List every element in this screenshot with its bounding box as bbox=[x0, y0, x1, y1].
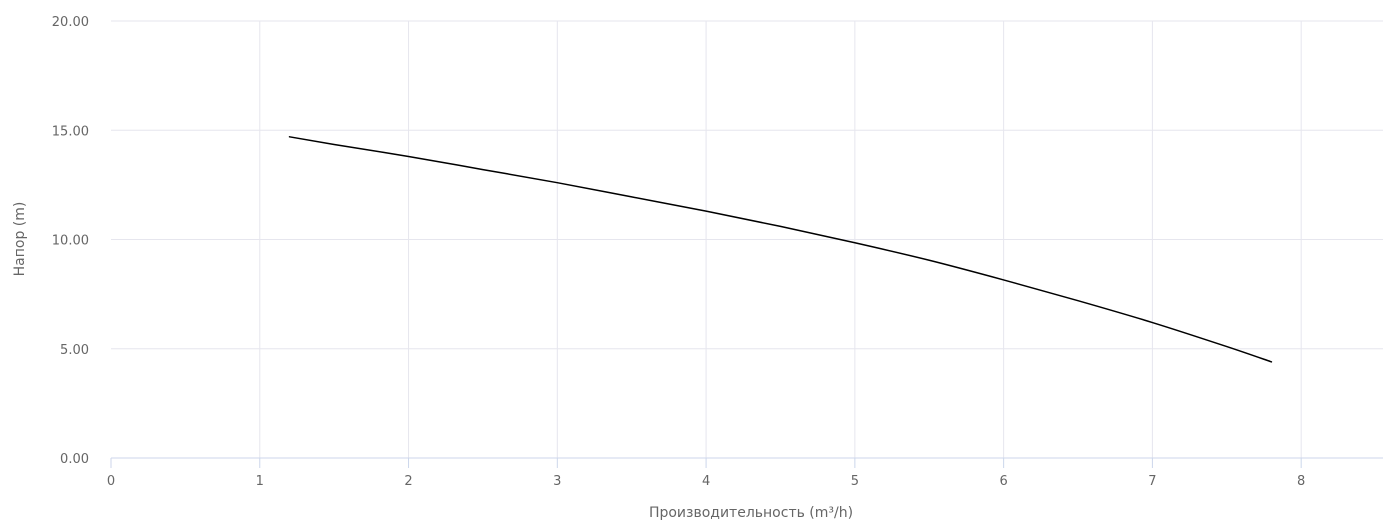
y-tick-label: 0.00 bbox=[60, 452, 89, 467]
tick-layer: 0 1 2 3 4 5 6 7 8 0.00 5.00 10.00 15.00 20.00 bbox=[52, 15, 1306, 489]
x-axis-title: Производительность (m³/h) bbox=[649, 505, 853, 521]
y-tick-label: 15.00 bbox=[52, 124, 89, 139]
y-tick-label: 20.00 bbox=[52, 15, 89, 30]
x-tick-label: 1 bbox=[256, 474, 264, 489]
series-layer bbox=[288, 136, 1273, 363]
series-line bbox=[288, 136, 1273, 363]
x-tick-label: 7 bbox=[1148, 474, 1156, 489]
x-tick-label: 6 bbox=[999, 474, 1007, 489]
y-tick-label: 10.00 bbox=[52, 234, 89, 249]
x-tick-label: 2 bbox=[404, 474, 412, 489]
y-tick-label: 5.00 bbox=[60, 343, 89, 358]
y-axis-title: Напор (m) bbox=[12, 202, 28, 277]
axis-layer bbox=[110, 457, 1383, 468]
x-tick-label: 0 bbox=[107, 474, 115, 489]
x-tick-label: 8 bbox=[1297, 474, 1305, 489]
x-tick-label: 4 bbox=[702, 474, 710, 489]
grid-layer bbox=[111, 20, 1383, 458]
x-tick-label: 5 bbox=[851, 474, 859, 489]
x-tick-label: 3 bbox=[553, 474, 561, 489]
